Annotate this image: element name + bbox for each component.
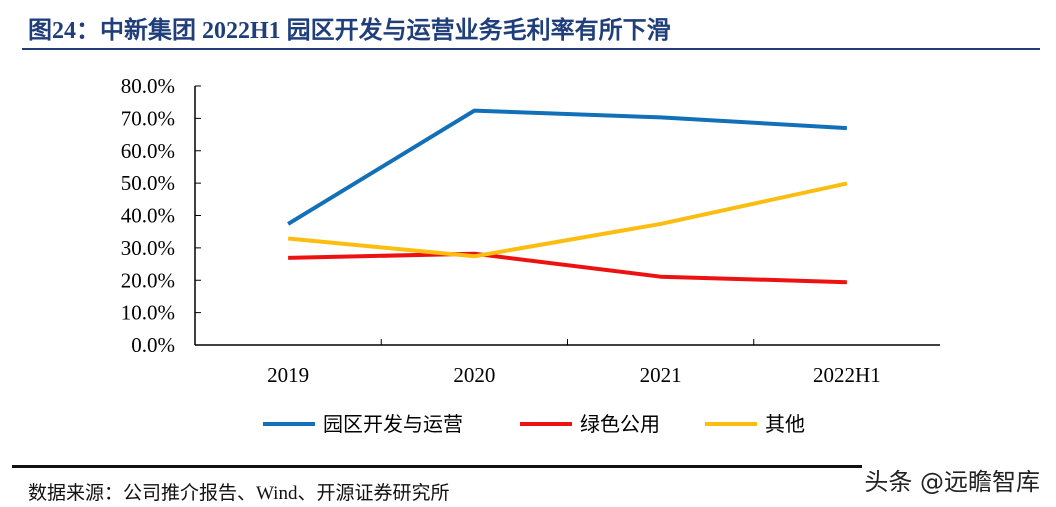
y-tick-label: 0.0% [131,333,175,357]
source-note: 数据来源：公司推介报告、Wind、开源证券研究所 [28,483,450,504]
y-tick-label: 70.0% [121,106,175,130]
x-tick-label: 2020 [453,363,495,387]
y-tick-label: 30.0% [121,236,175,260]
x-tick-label: 2021 [640,363,682,387]
footer-divider [12,465,1042,468]
y-tick-label: 60.0% [121,139,175,163]
y-tick-label: 10.0% [121,301,175,325]
x-tick-label: 2019 [267,363,309,387]
y-tick-label: 20.0% [121,268,175,292]
series-line-0 [287,108,847,226]
series-line-1 [288,251,847,285]
y-tick-label: 50.0% [121,171,175,195]
series-line-2 [287,181,848,259]
legend-label: 绿色公用 [580,412,660,436]
watermark: 头条 @远瞻智库 [862,462,1042,497]
figure-title: 图24：中新集团 2022H1 园区开发与运营业务毛利率有所下滑 [28,18,671,44]
y-tick-label: 80.0% [121,74,175,98]
legend-label: 其他 [765,412,805,436]
title-divider [22,48,1040,50]
y-tick-label: 40.0% [121,204,175,228]
legend-label: 园区开发与运营 [323,412,463,436]
x-tick-label: 2022H1 [813,363,881,387]
